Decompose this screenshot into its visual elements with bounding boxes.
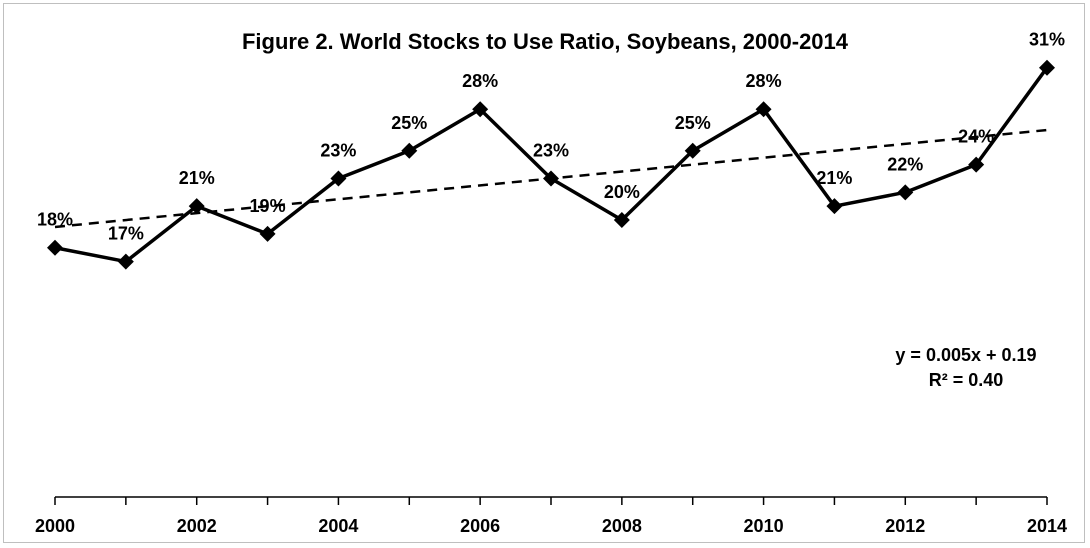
data-point [897, 184, 914, 201]
data-point [684, 142, 701, 159]
data-point [117, 253, 134, 270]
data-label: 21% [179, 168, 215, 188]
data-point [330, 170, 347, 187]
data-point [472, 101, 489, 118]
data-point [47, 239, 63, 256]
data-label: 28% [462, 71, 498, 91]
data-label: 20% [604, 182, 640, 202]
data-label: 28% [746, 71, 782, 91]
trendline-equation: y = 0.005x + 0.19 [895, 345, 1036, 365]
data-label: 25% [391, 113, 427, 133]
data-point [613, 212, 630, 229]
x-tick-label: 2012 [885, 516, 925, 536]
data-point [543, 170, 559, 187]
data-label: 23% [320, 140, 356, 160]
x-tick-label: 2002 [177, 516, 217, 536]
data-label: 25% [675, 113, 711, 133]
data-label: 24% [958, 127, 994, 147]
data-markers [47, 59, 1055, 270]
data-point [259, 225, 276, 242]
data-label: 18% [37, 210, 73, 230]
data-point [401, 142, 418, 159]
data-point [1039, 59, 1055, 76]
data-label: 17% [108, 224, 144, 244]
data-point [188, 198, 205, 215]
data-label: 22% [887, 154, 923, 174]
trendline-r-squared: R² = 0.40 [929, 370, 1004, 390]
chart-frame [3, 3, 1085, 543]
data-label: 21% [816, 168, 852, 188]
x-tick-labels: 2000 2002 2004 2006 2008 2010 2012 2014 [35, 516, 1067, 536]
data-point [968, 156, 985, 173]
chart-title: Figure 2. World Stocks to Use Ratio, Soy… [242, 29, 849, 54]
x-tick-label: 2014 [1027, 516, 1067, 536]
x-ticks [54, 497, 1048, 505]
data-label: 19% [250, 196, 286, 216]
data-labels: 18% 17% 21% 19% 23% 25% 28% 23% 20% 25% 28% 21% 22% 2… [37, 30, 1065, 244]
x-tick-label: 2000 [35, 516, 75, 536]
data-point [826, 198, 843, 215]
data-label: 23% [533, 140, 569, 160]
x-tick-label: 2010 [744, 516, 784, 536]
x-tick-label: 2008 [602, 516, 642, 536]
x-tick-label: 2004 [318, 516, 358, 536]
data-label: 31% [1029, 30, 1065, 50]
data-point [755, 101, 772, 118]
x-tick-label: 2006 [460, 516, 500, 536]
